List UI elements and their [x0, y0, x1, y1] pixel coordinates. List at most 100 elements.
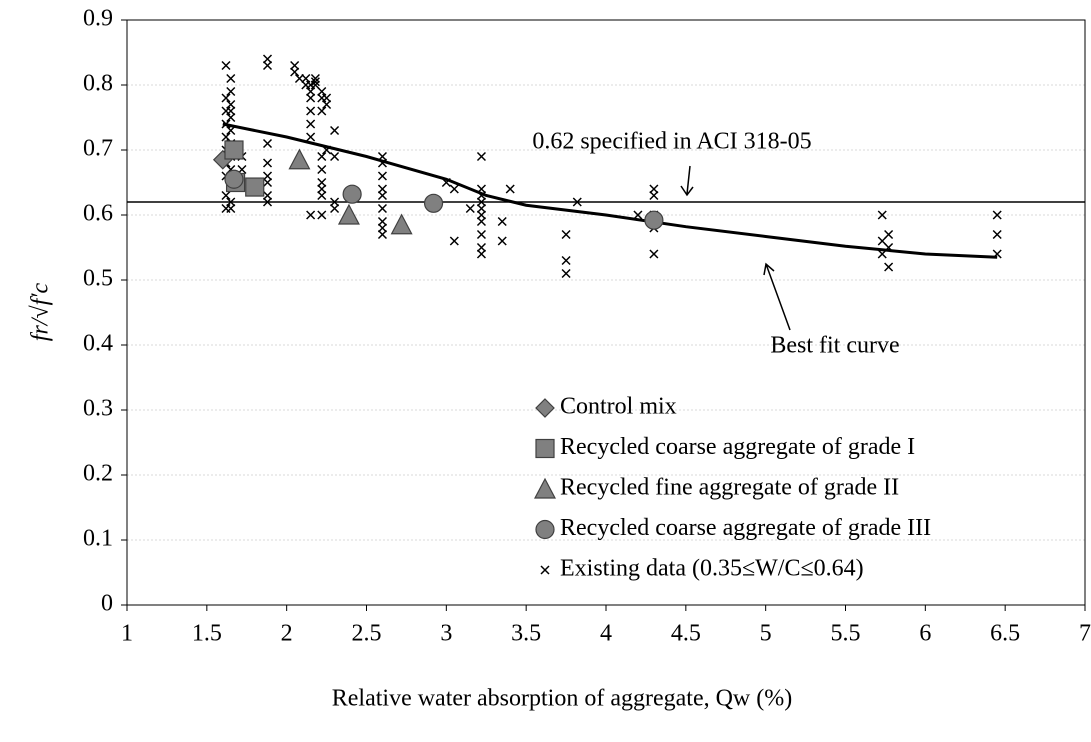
point	[245, 177, 265, 197]
point	[377, 229, 387, 240]
x-tick-label: 4	[600, 621, 612, 647]
point	[441, 177, 451, 188]
legend-label: Recycled coarse aggregate of grade III	[560, 515, 931, 541]
point	[306, 93, 316, 103]
point	[649, 184, 659, 194]
point	[330, 203, 340, 214]
point	[306, 210, 316, 220]
point	[224, 140, 244, 160]
legend-marker	[535, 438, 555, 459]
point	[306, 119, 316, 129]
point	[884, 229, 894, 240]
point	[572, 197, 582, 207]
legend-label: Recycled fine aggregate of grade II	[560, 475, 899, 501]
x-tick-label: 6.5	[990, 621, 1020, 647]
x-tick-label: 4.5	[671, 621, 701, 647]
point	[377, 223, 387, 233]
point	[262, 60, 273, 71]
point	[476, 210, 486, 220]
point	[262, 158, 273, 168]
y-tick-label: 0.1	[83, 526, 113, 552]
legend-label: Recycled coarse aggregate of grade I	[560, 434, 915, 460]
point	[476, 151, 486, 162]
point	[322, 145, 332, 155]
x-tick-label: 1.5	[192, 621, 222, 647]
point	[262, 190, 273, 201]
point	[262, 171, 273, 181]
x-tick-label: 2	[281, 621, 293, 647]
point	[317, 190, 327, 201]
point	[561, 255, 571, 266]
point	[644, 210, 664, 230]
point	[226, 73, 236, 84]
point	[224, 169, 244, 189]
point	[317, 164, 327, 175]
point	[649, 249, 659, 259]
x-tick-label: 2.5	[352, 621, 382, 647]
point	[377, 190, 387, 201]
point	[322, 93, 332, 103]
fit-curve-label: Best fit curve	[770, 333, 899, 359]
point	[262, 197, 273, 207]
point	[322, 99, 332, 110]
point	[337, 203, 360, 225]
point	[992, 249, 1002, 259]
point	[476, 197, 486, 207]
point	[465, 203, 475, 214]
plot-frame	[126, 19, 1086, 606]
point	[226, 203, 236, 214]
fit-curve	[222, 122, 998, 259]
point	[262, 177, 273, 188]
point	[306, 132, 316, 142]
point	[317, 106, 327, 116]
point	[476, 216, 486, 227]
y-tick-label: 0.7	[83, 136, 113, 162]
x-tick-label: 3	[440, 621, 452, 647]
point	[561, 268, 571, 279]
point	[497, 216, 507, 227]
reference-label: 0.62 specified in ACI 318-05	[532, 129, 811, 155]
point	[301, 73, 311, 84]
point	[226, 125, 236, 136]
annotation-arrow	[763, 262, 791, 331]
y-axis-label: fr/√f′c	[28, 282, 54, 341]
point	[221, 93, 231, 103]
point	[226, 86, 236, 97]
point	[377, 151, 387, 162]
point	[317, 210, 327, 220]
point	[377, 171, 387, 181]
point	[476, 190, 486, 201]
point	[561, 229, 571, 240]
point	[633, 210, 643, 220]
point	[226, 99, 236, 110]
legend-label: Control mix	[560, 394, 677, 420]
x-tick-label: 6	[919, 621, 931, 647]
point	[342, 184, 362, 204]
point	[262, 54, 273, 64]
point	[288, 148, 311, 170]
point	[449, 184, 459, 194]
point	[884, 242, 894, 253]
point	[306, 86, 316, 97]
point	[221, 190, 231, 201]
x-tick-label: 3.5	[511, 621, 541, 647]
point	[226, 197, 236, 207]
point	[317, 86, 327, 97]
point	[476, 242, 486, 253]
point	[497, 236, 507, 246]
point	[476, 203, 486, 214]
x-tick-label: 1	[121, 621, 133, 647]
point	[390, 213, 413, 235]
y-tick-label: 0.2	[83, 461, 113, 487]
point	[226, 112, 236, 123]
x-tick-label: 5.5	[831, 621, 861, 647]
x-tick-label: 5	[760, 621, 772, 647]
point	[317, 184, 327, 194]
point	[649, 190, 659, 201]
point	[226, 106, 236, 116]
x-axis-label: Relative water absorption of aggregate, …	[332, 686, 793, 712]
point	[317, 177, 327, 188]
point	[330, 151, 340, 162]
point	[423, 193, 444, 213]
x-tick-label: 7	[1079, 621, 1091, 647]
